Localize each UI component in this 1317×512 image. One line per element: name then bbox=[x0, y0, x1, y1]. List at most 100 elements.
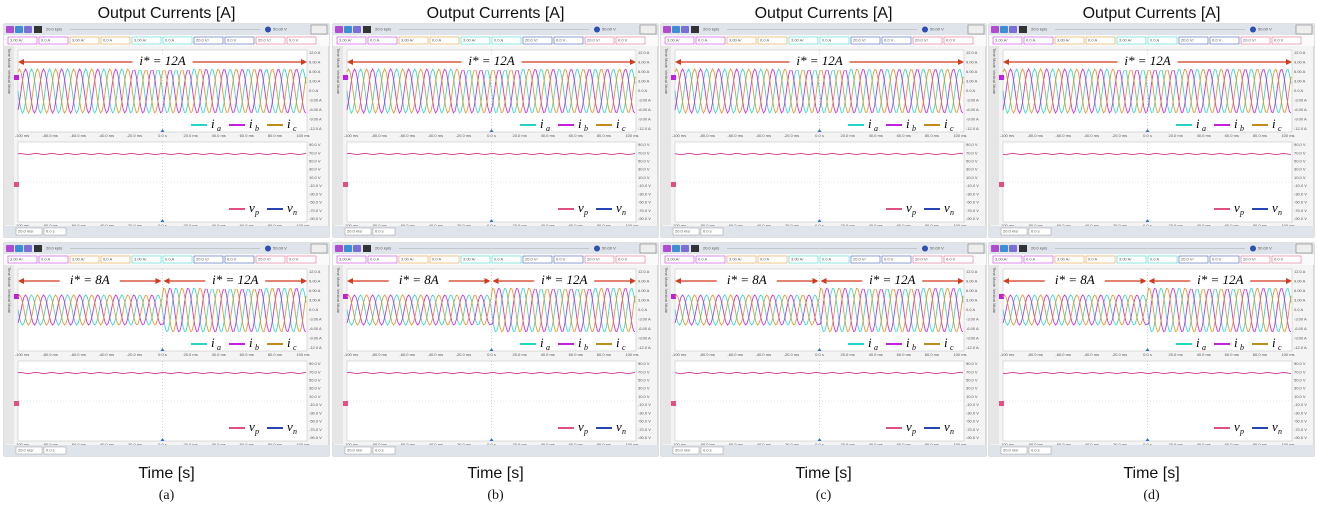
y-tick-label: -12.0 A bbox=[966, 345, 979, 350]
legend-symbol: i bbox=[1234, 116, 1238, 131]
delay: 0.0 s bbox=[703, 229, 712, 234]
channel-setting: 20.0 V/ bbox=[1243, 257, 1257, 262]
timebase: 20.0 ms/ bbox=[18, 229, 34, 234]
reference-label: i* = 12A bbox=[468, 53, 514, 68]
y-tick-label: -12.0 A bbox=[309, 126, 322, 131]
channel-setting: 0.0 A bbox=[1088, 38, 1097, 43]
trigger-icon bbox=[1250, 246, 1256, 252]
y-tick-label: 0.0 A bbox=[966, 88, 975, 93]
channel-setting: 0.0 V bbox=[227, 38, 237, 43]
legend-subscript: p bbox=[1239, 208, 1244, 217]
channel-setting: 20.0 V/ bbox=[1181, 257, 1195, 262]
y-tick-label: -6.00 A bbox=[966, 326, 979, 331]
toolbar-icon bbox=[1019, 26, 1027, 33]
x-tick-label: -60.0 ms bbox=[399, 133, 415, 138]
channel-setting: 0.0 V bbox=[556, 257, 566, 262]
y-tick-label: 30.0 V bbox=[1294, 167, 1306, 172]
channel-setting: 0.0 A bbox=[494, 38, 503, 43]
channel-setting: 3.00 A/ bbox=[134, 257, 147, 262]
trigger-level: 50.00 V bbox=[1258, 246, 1272, 251]
y-tick-label: 3.00 A bbox=[966, 79, 978, 84]
x-tick-label: -60.0 ms bbox=[727, 352, 743, 357]
y-tick-label: 90.0 V bbox=[638, 142, 650, 147]
side-tab: Vertical Mode bbox=[336, 70, 341, 95]
y-tick-label: 0.0 A bbox=[1294, 88, 1303, 93]
legend-subscript: c bbox=[1278, 124, 1282, 133]
legend-subscript: p bbox=[583, 208, 588, 217]
y-tick-label: -50.0 V bbox=[966, 419, 979, 424]
channel-setting: 3.00 A/ bbox=[995, 257, 1008, 262]
x-tick-label: 80.0 ms bbox=[268, 352, 282, 357]
logo bbox=[1296, 244, 1312, 253]
x-tick-label: -20.0 ms bbox=[456, 352, 472, 357]
y-tick-label: 50.0 V bbox=[966, 159, 978, 164]
x-tick-label: -100 ms bbox=[15, 133, 29, 138]
legend-symbol: i bbox=[249, 116, 253, 131]
y-tick-label: 6.00 A bbox=[309, 288, 321, 293]
x-tick-label: -100 ms bbox=[344, 352, 358, 357]
x-tick-label: 0.0 s bbox=[158, 133, 167, 138]
channel-setting: 0.0 A bbox=[822, 257, 831, 262]
reference-label: i* = 12A bbox=[541, 272, 587, 287]
legend-subscript: b bbox=[1240, 343, 1244, 352]
x-tick-label: 0.0 s bbox=[815, 352, 824, 357]
y-tick-label: 10.0 V bbox=[638, 394, 650, 399]
side-tab: Time Mode bbox=[664, 48, 669, 69]
x-axis-label: Time [s] bbox=[138, 465, 194, 482]
channel-setting: 20.0 V/ bbox=[196, 257, 210, 262]
y-tick-label: -50.0 V bbox=[966, 200, 979, 205]
y-tick-label: -30.0 V bbox=[1294, 191, 1307, 196]
y-tick-label: 3.00 A bbox=[1294, 79, 1306, 84]
y-tick-label: -90.0 V bbox=[966, 435, 979, 440]
subfigure-label: (d) bbox=[1143, 488, 1160, 503]
x-tick-label: -40.0 ms bbox=[428, 133, 444, 138]
column-title: Output Currents [A] bbox=[1083, 5, 1221, 22]
channel-setting: 3.00 A/ bbox=[791, 38, 804, 43]
legend-subscript: b bbox=[584, 124, 588, 133]
y-tick-label: -6.00 A bbox=[638, 326, 651, 331]
legend-subscript: n bbox=[293, 427, 297, 436]
reference-label: i* = 8A bbox=[727, 272, 767, 287]
channel-marker bbox=[14, 75, 19, 80]
toolbar-button bbox=[335, 245, 343, 252]
toolbar-button bbox=[6, 245, 14, 252]
x-tick-label: 80.0 ms bbox=[925, 352, 939, 357]
legend-subscript: p bbox=[254, 208, 259, 217]
channel-setting: 0.0 A bbox=[103, 257, 112, 262]
legend-subscript: c bbox=[622, 343, 626, 352]
x-tick-label: 100 ms bbox=[296, 352, 309, 357]
trigger-level: 50.00 V bbox=[1258, 27, 1272, 32]
channel-marker bbox=[14, 401, 19, 406]
timebase: 20.0 ms/ bbox=[1003, 229, 1019, 234]
x-tick-label: -100 ms bbox=[672, 352, 686, 357]
toolbar-button bbox=[672, 26, 680, 33]
x-tick-label: -80.0 ms bbox=[1027, 352, 1043, 357]
toolbar-button bbox=[681, 245, 689, 252]
y-tick-label: 12.0 A bbox=[309, 269, 321, 274]
x-tick-label: -20.0 ms bbox=[1112, 133, 1128, 138]
legend-subscript: c bbox=[293, 124, 297, 133]
channel-setting: 3.00 A/ bbox=[667, 38, 680, 43]
y-tick-label: 70.0 V bbox=[966, 150, 978, 155]
channel-setting: 0.0 A bbox=[1026, 38, 1035, 43]
x-axis-label: Time [s] bbox=[467, 465, 523, 482]
channel-setting: 0.0 A bbox=[1088, 257, 1097, 262]
y-tick-label: 9.00 A bbox=[1294, 60, 1306, 65]
x-tick-label: 40.0 ms bbox=[1197, 352, 1211, 357]
column-title: Output Currents [A] bbox=[98, 5, 236, 22]
x-tick-label: 80.0 ms bbox=[925, 133, 939, 138]
legend-symbol: i bbox=[1196, 116, 1200, 131]
toolbar-button bbox=[24, 26, 32, 33]
points-text: 20.0 kpts bbox=[703, 246, 719, 251]
y-tick-label: 10.0 V bbox=[966, 394, 978, 399]
channel-setting: 0.0 V bbox=[946, 38, 956, 43]
y-tick-label: -90.0 V bbox=[309, 216, 322, 221]
legend-symbol: i bbox=[906, 116, 910, 131]
delay: 0.0 s bbox=[46, 448, 55, 453]
y-tick-label: 70.0 V bbox=[638, 150, 650, 155]
channel-setting: 0.0 V bbox=[946, 257, 956, 262]
y-tick-label: 3.00 A bbox=[1294, 298, 1306, 303]
channel-setting: 3.00 A/ bbox=[1057, 38, 1070, 43]
y-tick-label: 3.00 A bbox=[966, 298, 978, 303]
y-tick-label: 70.0 V bbox=[1294, 150, 1306, 155]
